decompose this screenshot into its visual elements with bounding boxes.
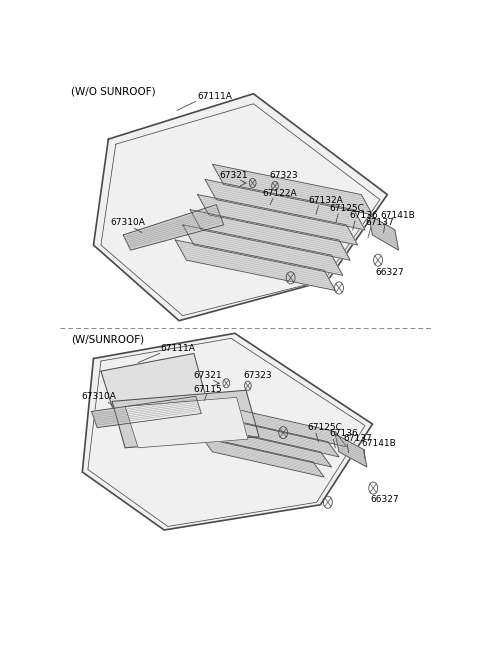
Text: 67132A: 67132A [309, 196, 343, 204]
Text: 67321: 67321 [219, 172, 248, 181]
Text: 67111A: 67111A [160, 344, 195, 353]
Polygon shape [175, 240, 335, 290]
Polygon shape [202, 437, 324, 477]
Polygon shape [198, 195, 358, 245]
Text: 67137: 67137 [344, 434, 372, 443]
Text: (W/O SUNROOF): (W/O SUNROOF) [71, 86, 156, 96]
Text: 67323: 67323 [243, 371, 272, 380]
Text: 66327: 66327 [375, 268, 404, 276]
Text: 67136: 67136 [329, 429, 358, 438]
Polygon shape [209, 426, 332, 467]
Polygon shape [216, 417, 339, 457]
Text: 67141B: 67141B [381, 211, 415, 220]
Polygon shape [205, 179, 365, 230]
Polygon shape [190, 210, 350, 260]
Polygon shape [94, 94, 387, 321]
Text: 67310A: 67310A [110, 218, 145, 227]
Polygon shape [92, 396, 202, 428]
Polygon shape [335, 434, 367, 467]
Text: (W/SUNROOF): (W/SUNROOF) [71, 335, 144, 345]
Text: 67115: 67115 [193, 385, 222, 394]
Polygon shape [183, 225, 343, 275]
Text: 67122A: 67122A [263, 189, 298, 198]
Text: 67111A: 67111A [197, 92, 232, 101]
Text: 66327: 66327 [370, 495, 398, 504]
Text: 67125C: 67125C [307, 423, 342, 432]
Text: 67125C: 67125C [330, 204, 365, 213]
Polygon shape [224, 406, 347, 447]
Polygon shape [123, 204, 224, 250]
Polygon shape [369, 215, 398, 250]
Polygon shape [83, 333, 372, 530]
Text: 67141B: 67141B [361, 440, 396, 448]
Text: 67321: 67321 [193, 371, 222, 380]
Text: 67137: 67137 [366, 218, 395, 227]
Polygon shape [101, 354, 209, 424]
Polygon shape [125, 398, 248, 448]
Polygon shape [112, 390, 259, 448]
Text: 67323: 67323 [269, 172, 298, 181]
Text: 67136: 67136 [349, 211, 378, 220]
Text: 67310A: 67310A [82, 392, 117, 402]
Polygon shape [213, 164, 372, 215]
